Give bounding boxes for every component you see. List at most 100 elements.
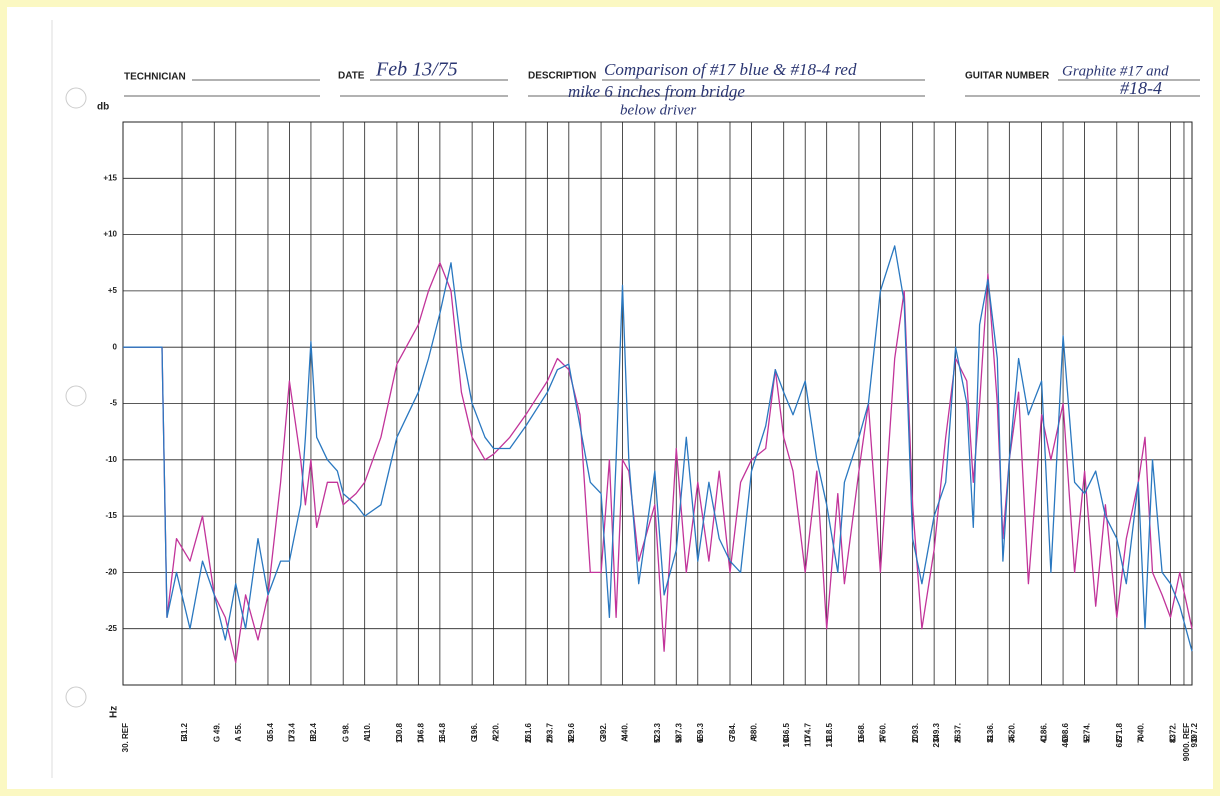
x-tick-label: 73.4 xyxy=(288,722,297,738)
note-label: A xyxy=(492,736,501,742)
x-tick-label: 784. xyxy=(728,723,737,739)
note-label: C xyxy=(653,736,662,742)
note-label: A xyxy=(363,736,372,742)
x-tick-label: 587.3 xyxy=(674,722,683,743)
note-label: E xyxy=(1083,736,1092,742)
note-label: G xyxy=(1115,736,1124,742)
y-tick-label: -5 xyxy=(110,399,118,408)
note-label: D xyxy=(288,736,297,742)
punch-hole xyxy=(65,686,87,708)
note-label: E xyxy=(696,736,705,742)
x-tick-label: 220. xyxy=(492,723,501,739)
description: mike 6 inches from bridge xyxy=(568,82,745,101)
note-label: C xyxy=(1040,736,1049,742)
x-tick-label: 49. xyxy=(212,723,221,734)
note-label: A xyxy=(621,736,630,742)
note-label: D xyxy=(1190,736,1199,742)
guitar-number: #18-4 xyxy=(1120,78,1162,98)
technician-label: TECHNICIAN xyxy=(124,72,186,83)
x-tick-label: 146.8 xyxy=(416,722,425,743)
note-label: E xyxy=(567,736,576,742)
x-tick-label: 1568. xyxy=(857,723,866,743)
note-label: C xyxy=(1169,736,1178,742)
note-label: C xyxy=(266,736,275,742)
note-label: G xyxy=(212,736,221,742)
date-label: DATE xyxy=(338,71,365,82)
x-tick-label: 4698.6 xyxy=(1061,722,1070,747)
x-tick-label: 2349.3 xyxy=(932,722,941,747)
x-tick-label: 1760. xyxy=(879,723,888,743)
note-label: G xyxy=(728,736,737,742)
x-tick-label: 9397.2 xyxy=(1190,722,1199,747)
y-tick-label: +10 xyxy=(103,230,117,239)
x-tick-label: 2637. xyxy=(954,723,963,743)
note-label: D xyxy=(1061,736,1070,742)
note-label: E xyxy=(180,736,189,742)
note-label: A xyxy=(750,736,759,742)
x-tick-label: 41.2 xyxy=(180,722,189,738)
x-tick-label: 293.7 xyxy=(545,722,554,743)
x-tick-label: 130.8 xyxy=(395,722,404,743)
y-tick-label: -10 xyxy=(105,455,117,464)
note-label: G xyxy=(857,736,866,742)
description: below driver xyxy=(620,102,696,118)
note-label: E xyxy=(954,736,963,742)
guitar-number: Graphite #17 and xyxy=(1062,63,1169,79)
x-tick-label: 659.3 xyxy=(696,722,705,743)
x-tick-label: 3136. xyxy=(986,723,995,743)
note-label: G xyxy=(599,736,608,742)
note-label: E xyxy=(438,736,447,742)
note-label: D xyxy=(674,736,683,742)
x-tick-label: 2093. xyxy=(911,723,920,743)
y-tick-label: -15 xyxy=(105,511,117,520)
note-label: D xyxy=(803,736,812,742)
x-tick-label: 30. REF xyxy=(121,723,130,752)
y-tick-label: +15 xyxy=(103,173,117,182)
note-label: A xyxy=(879,736,888,742)
x-tick-label: 65.4 xyxy=(266,722,275,738)
y-tick-label: -25 xyxy=(105,624,117,633)
note-label: A xyxy=(1007,736,1016,742)
x-tick-label: 8372. xyxy=(1169,723,1178,743)
x-tick-label: 4186. xyxy=(1040,723,1049,743)
note-label: E xyxy=(825,736,834,742)
note-label: G xyxy=(341,736,350,742)
paper xyxy=(7,7,1213,789)
y-tick-label: -20 xyxy=(105,568,117,577)
note-label: D xyxy=(932,736,941,742)
x-tick-label: 392. xyxy=(599,723,608,739)
x-tick-label: 55. xyxy=(234,723,243,734)
x-tick-label: 523.3 xyxy=(653,722,662,743)
note-label: A xyxy=(1136,736,1145,742)
x-tick-label: 82.4 xyxy=(309,722,318,738)
x-tick-label: 6271.8 xyxy=(1115,722,1124,747)
x-tick-label: 3520. xyxy=(1007,723,1016,743)
note-label: C xyxy=(782,736,791,742)
x-tick-label: 440. xyxy=(621,723,630,739)
x-tick-label: 98. xyxy=(341,723,350,734)
note-label: D xyxy=(416,736,425,742)
response-curve xyxy=(123,262,1193,664)
response-curve xyxy=(123,245,1193,652)
x-tick-label: 1046.5 xyxy=(782,722,791,747)
x-tick-label: 880. xyxy=(750,723,759,739)
x-axis-label: Hz xyxy=(109,706,120,718)
x-tick-label: 1318.5 xyxy=(825,722,834,747)
note-label: C xyxy=(911,736,920,742)
y-tick-label: +5 xyxy=(108,286,118,295)
punch-hole xyxy=(65,87,87,109)
guitar-label: GUITAR NUMBER xyxy=(965,71,1050,82)
x-tick-label: 5274. xyxy=(1083,723,1092,743)
description-label: DESCRIPTION xyxy=(528,71,596,82)
note-label: G xyxy=(470,736,479,742)
x-tick-label: 196. xyxy=(470,723,479,739)
note-label: C xyxy=(524,736,533,742)
x-tick-label: 329.6 xyxy=(567,722,576,743)
x-tick-label: 9000. REF xyxy=(1182,723,1191,761)
x-tick-label: 1174.7 xyxy=(803,722,812,747)
note-label: G xyxy=(986,736,995,742)
description: Comparison of #17 blue & #18-4 red xyxy=(604,60,857,79)
note-label: C xyxy=(395,736,404,742)
date: Feb 13/75 xyxy=(375,59,458,81)
